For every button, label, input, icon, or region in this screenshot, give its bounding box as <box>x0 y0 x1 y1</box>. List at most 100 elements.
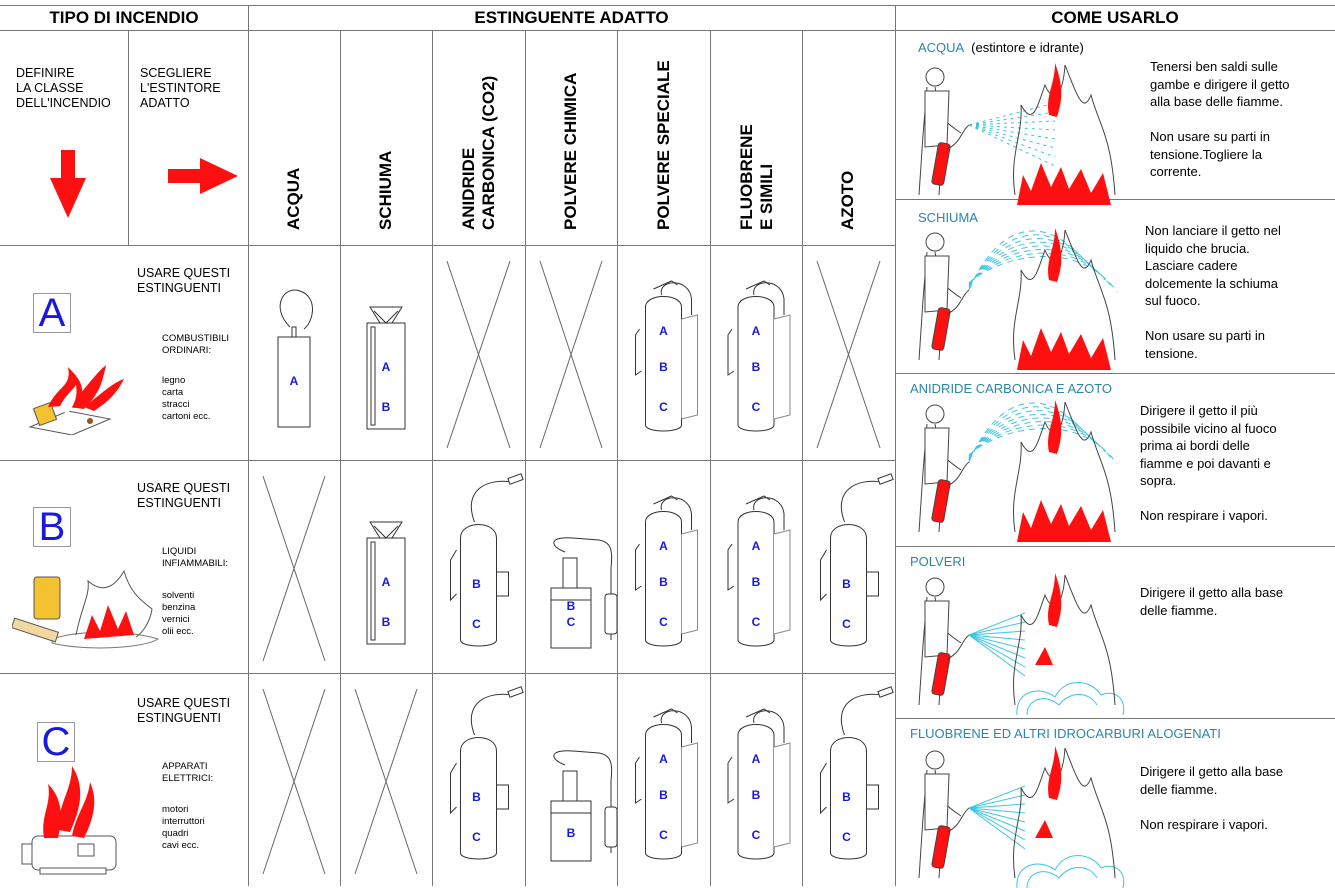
usage-divider-2 <box>895 373 1335 374</box>
class-c-usare: USARE QUESTI ESTINGUENTI <box>137 696 231 725</box>
extinguisher-class-label: A <box>752 539 761 553</box>
header-come: COME USARLO <box>1051 8 1179 27</box>
extinguisher-class-label: B <box>659 575 668 589</box>
class-b-items: solventi benzina vernici olii ecc. <box>162 590 196 637</box>
extinguisher-class-label: C <box>659 615 668 629</box>
extinguisher-class-label: C <box>659 828 668 842</box>
col-divider-4 <box>617 30 618 886</box>
col-divider-2 <box>432 30 433 886</box>
usage-illustration <box>918 573 1125 715</box>
header-tipo: TIPO DI INCENDIO <box>49 8 199 27</box>
extinguisher-icon: A B C <box>635 280 698 432</box>
extinguisher-icon: AB <box>366 306 406 430</box>
usage-title-schiuma: SCHIUMA <box>918 210 978 225</box>
extinguisher-icon: A B C <box>727 708 791 860</box>
usage-text-acqua: Tenersi ben saldi sulle gambe e dirigere… <box>1150 59 1290 179</box>
burning-wood-icon <box>28 365 124 435</box>
extinguisher-class-label: B <box>472 577 481 591</box>
extinguisher-class-label: B <box>659 788 668 802</box>
agent-schiuma: SCHIUMA <box>376 150 395 230</box>
extinguisher-class-label: A <box>290 374 299 388</box>
header-divider <box>0 30 1335 31</box>
class-a-category: COMBUSTIBILI ORDINARI: <box>162 333 230 356</box>
extinguisher-icon: A B C <box>727 495 791 647</box>
extinguisher-class-label: B <box>382 615 391 629</box>
intro-definire: DEFINIRE LA CLASSE DELL'INCENDIO <box>16 66 111 110</box>
usage-text-schiuma: Non lanciare il getto nel liquido che br… <box>1145 223 1281 361</box>
intro-divider <box>128 30 129 245</box>
col-divider-7 <box>895 5 896 886</box>
usage-illustration <box>918 400 1118 542</box>
class-letter-b: B <box>33 507 71 547</box>
extinguisher-class-label: B <box>842 577 851 591</box>
extinguisher-icon: BC <box>820 473 894 647</box>
extinguisher-class-label: B <box>842 790 851 804</box>
usage-divider-1 <box>895 199 1335 200</box>
class-letter-a: A <box>33 293 71 333</box>
extinguisher-class-label: A <box>659 324 668 338</box>
class-letter-c: C <box>37 722 75 762</box>
extinguisher-class-label: C <box>752 400 761 414</box>
not-suitable-cross <box>262 475 326 662</box>
usage-subtitle-acqua: (estintore e idrante) <box>971 40 1084 55</box>
usage-text-polveri: Dirigere il getto alla base delle fiamme… <box>1140 585 1284 618</box>
extinguisher-icon: BC <box>820 686 894 860</box>
col-divider-3 <box>525 30 526 886</box>
extinguisher-class-label: B <box>752 575 761 589</box>
not-suitable-cross <box>446 260 511 449</box>
arrow-right-icon <box>168 158 238 194</box>
extinguisher-class-label: B <box>659 360 668 374</box>
extinguisher-icon: AB <box>366 521 406 645</box>
usage-title-acqua-main: ACQUA <box>918 40 964 55</box>
extinguisher-icon: BC <box>450 686 524 860</box>
usage-title-anidride: ANIDRIDE CARBONICA E AZOTO <box>910 381 1113 396</box>
extinguisher-icon: BC <box>450 473 524 647</box>
class-c-category: APPARATI ELETTRICI: <box>162 761 214 784</box>
row-divider-b <box>0 460 895 461</box>
class-b-category: LIQUIDI INFIAMMABILI: <box>162 546 228 569</box>
extinguisher-class-label: C <box>752 615 761 629</box>
extinguisher-class-label: A <box>659 752 668 766</box>
extinguisher-class-label: A <box>382 575 391 589</box>
extinguisher-class-label: C <box>567 615 576 629</box>
usage-divider-3 <box>895 546 1335 547</box>
extinguisher-class-label: B <box>567 599 576 613</box>
class-b-usare: USARE QUESTI ESTINGUENTI <box>137 481 231 510</box>
extinguisher-class-label: C <box>842 617 851 631</box>
extinguisher-class-label: B <box>472 790 481 804</box>
extinguisher-icon: BC <box>550 537 617 649</box>
extinguisher-class-label: C <box>659 400 668 414</box>
col-divider-5 <box>710 30 711 886</box>
burning-motor-icon <box>21 766 117 875</box>
usage-illustration <box>918 228 1118 370</box>
agent-azoto: AZOTO <box>838 170 857 230</box>
extinguisher-class-label: B <box>382 400 391 414</box>
extinguisher-class-label: C <box>472 830 481 844</box>
not-suitable-cross <box>539 260 603 449</box>
extinguisher-icon: A <box>277 289 313 428</box>
extinguisher-class-label: C <box>752 828 761 842</box>
class-c-items: motori interruttori quadri cavi ecc. <box>162 804 205 851</box>
usage-illustration <box>918 63 1116 205</box>
agent-polvere-chimica: POLVERE CHIMICA <box>561 72 580 230</box>
extinguisher-icon: A B C <box>635 708 698 860</box>
usage-text-anidride: Dirigere il getto il più possibile vicin… <box>1140 403 1277 523</box>
intro-scegliere: SCEGLIERE L'ESTINTORE ADATTO <box>140 66 221 110</box>
usage-title-acqua: ACQUA (estintore e idrante) <box>918 40 1084 56</box>
extinguisher-class-label: A <box>659 539 668 553</box>
extinguisher-class-label: C <box>842 830 851 844</box>
not-suitable-cross <box>354 688 418 875</box>
top-border <box>0 5 1335 6</box>
row-divider-c <box>0 673 895 674</box>
usage-illustration <box>918 746 1125 888</box>
extinguisher-class-label: C <box>472 617 481 631</box>
row-divider-a <box>0 245 895 246</box>
extinguisher-class-label: A <box>752 752 761 766</box>
header-estinguente: ESTINGUENTE ADATTO <box>474 8 669 27</box>
agent-anidride: ANIDRIDE CARBONICA (CO2) <box>459 75 498 230</box>
col-divider-6 <box>802 30 803 886</box>
extinguisher-icon: A B C <box>635 495 698 647</box>
usage-divider-4 <box>895 718 1335 719</box>
extinguisher-class-label: B <box>567 826 576 840</box>
agent-fluobrene: FLUOBRENE E SIMILI <box>737 124 776 230</box>
